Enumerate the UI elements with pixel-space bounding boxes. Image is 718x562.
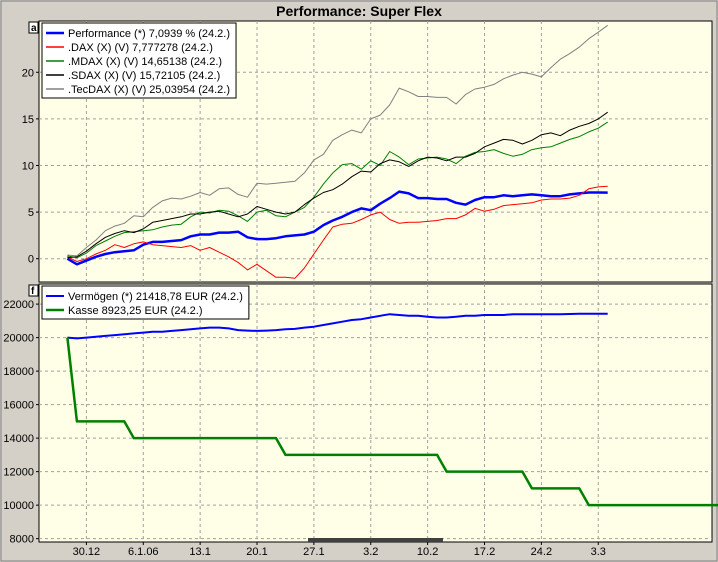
x-axis: 30.12 6.1.06 13.1 20.1 27.1 3.2 10.2 17.2 24.2 3.…: [73, 542, 606, 558]
panel-label: a: [31, 23, 37, 34]
x-tick-label: 27.1: [303, 546, 324, 558]
y-tick-label: 10: [22, 160, 34, 172]
y-tick-label: 14000: [3, 433, 34, 445]
legend-entry: .DAX (X) (V) 7,777278 (24.2.): [68, 42, 213, 54]
legend-entry: Vermögen (*) 21418,78 EUR (24.2.): [68, 291, 243, 303]
panel-label-box: [28, 284, 39, 297]
plot-area-f: [38, 283, 713, 543]
legend-box: [41, 285, 250, 320]
panel-label: f: [31, 286, 35, 297]
y-tick-label: 20000: [3, 333, 34, 345]
series-line-a-0: [66, 190, 608, 266]
x-tick-label: 13.1: [189, 546, 210, 558]
y-tick-label: 22000: [3, 299, 34, 311]
y-tick-label: 12000: [3, 467, 34, 479]
legend-entry: .TecDAX (X) (V) 25,03954 (24.2.): [68, 84, 230, 96]
series-line-f-0: [67, 312, 608, 340]
x-tick-label: 30.12: [73, 546, 101, 558]
x-tick-label: 17.2: [474, 546, 495, 558]
chart-title: Performance: Super Flex: [276, 3, 442, 19]
scroll-indicator[interactable]: [308, 538, 443, 542]
panel-a: 0 5 10 15 20 a Performance (*) 7,0939 % (24.2.…: [22, 20, 713, 283]
y-tick-label: 16000: [3, 400, 34, 412]
series-line-a-3: [67, 111, 608, 259]
x-tick-label: 10.2: [417, 546, 438, 558]
legend-f: Vermögen (*) 21418,78 EUR (24.2.) Kasse 8…: [41, 285, 250, 320]
series-line-a-4: [67, 24, 608, 257]
y-tick-label: 10000: [3, 500, 34, 512]
legend-entry: .MDAX (X) (V) 14,65138 (24.2.): [68, 56, 222, 68]
y-tick-label: 5: [28, 207, 34, 219]
x-tick-label: 3.2: [363, 546, 378, 558]
x-tick-label: 20.1: [246, 546, 267, 558]
x-tick-label: 3.3: [591, 546, 606, 558]
series-line-a-1: [67, 185, 608, 279]
legend-box: [41, 22, 237, 99]
legend-entry: Kasse 8923,25 EUR (24.2.): [68, 305, 203, 317]
panel-label-box: [28, 21, 39, 34]
y-tick-label: 18000: [3, 366, 34, 378]
x-tick-label: 24.2: [531, 546, 552, 558]
gridlines-a: [39, 21, 712, 282]
y-tick-label: 15: [22, 114, 34, 126]
panel-f: 8000 10000 12000 14000 16000 18000 20000 22000 f…: [3, 283, 718, 546]
x-tick-label: 6.1.06: [128, 546, 159, 558]
legend-entry: .SDAX (X) (V) 15,72105 (24.2.): [68, 70, 220, 82]
series-line-f-1: [66, 337, 718, 507]
legend-entry: Performance (*) 7,0939 % (24.2.): [68, 28, 230, 40]
y-tick-label: 8000: [10, 534, 34, 546]
y-tick-label: 20: [22, 67, 34, 79]
legend-a: Performance (*) 7,0939 % (24.2.) .DAX (X)…: [41, 22, 237, 99]
series-line-a-2: [67, 121, 608, 259]
y-tick-label: 0: [28, 254, 34, 266]
